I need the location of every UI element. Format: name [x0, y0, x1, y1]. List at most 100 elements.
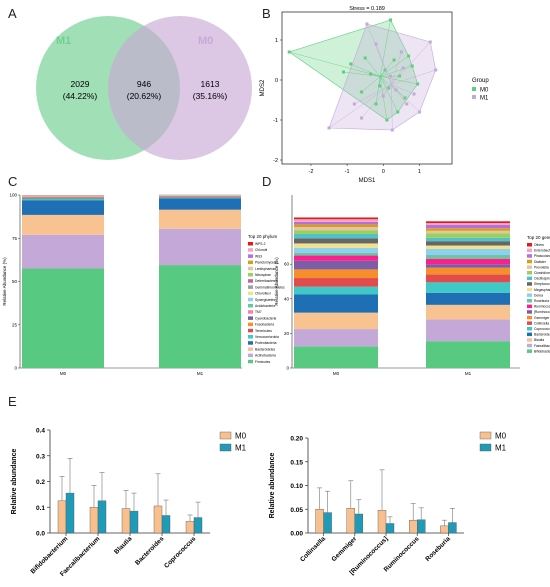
y-tick-label: -2	[273, 158, 278, 164]
stack-segment	[426, 259, 510, 265]
spider-line	[379, 19, 391, 77]
phylum-stacked-bar: Relative Abundance (%) 0 25 50 75 100 M0 M1 Top …	[2, 193, 285, 377]
venn-mid-count: 946	[137, 79, 151, 89]
legend-label: TM7	[255, 310, 262, 314]
legend-swatch	[248, 285, 253, 289]
stack-segment	[426, 230, 510, 234]
y-tick-label: 0	[14, 366, 17, 371]
legend-swatch	[527, 243, 532, 247]
y-tick-label: 60	[284, 262, 290, 267]
y-tick-label: 0.2	[36, 479, 45, 486]
legend-label: M1	[480, 96, 489, 102]
venn-right-pct: (35.16%)	[193, 91, 228, 101]
legend-label: Ruminococcus	[534, 305, 550, 309]
stack-segment	[426, 223, 510, 225]
legend-label: WS3	[255, 254, 262, 258]
x-tick-label: M1	[465, 371, 472, 376]
y-tick-label: 0.0	[36, 531, 45, 538]
legend-label: Bacteroides	[534, 333, 550, 337]
spider-line	[379, 76, 388, 121]
legend-label: Megasphaera	[534, 288, 550, 292]
legend-swatch	[248, 297, 253, 302]
legend-swatch	[248, 359, 253, 364]
y-tick-label: 0	[286, 366, 289, 371]
stack-segment	[294, 278, 378, 287]
data-point	[383, 68, 387, 72]
legend-label: Chloroflexi	[255, 292, 271, 296]
stack-segment	[159, 197, 241, 199]
y-tick-label: 0.00	[290, 531, 303, 538]
stack-segment	[159, 228, 241, 266]
stack-segment	[426, 248, 510, 256]
data-point	[327, 126, 331, 130]
chart-title: Stress = 0.189	[349, 6, 385, 12]
x-tick-label: Blautia	[113, 535, 134, 556]
data-point	[389, 18, 393, 22]
panel-label-a: A	[8, 6, 17, 21]
spider-line	[379, 59, 395, 77]
legend-swatch	[248, 242, 253, 246]
x-tick-label: M0	[60, 371, 67, 376]
legend-swatch	[527, 259, 532, 264]
data-point	[363, 56, 367, 60]
legend-swatch	[527, 315, 532, 320]
genus-bar-chart-right: Relative abundance 0.00 0.05 0.10 0.15 0.20 Co…	[269, 432, 507, 577]
data-point	[360, 116, 364, 120]
spider-line	[380, 76, 406, 99]
stack-segment	[426, 274, 510, 283]
bar	[323, 512, 332, 534]
legend-swatch	[248, 260, 253, 265]
spider-line	[354, 84, 392, 105]
legend-label: Synergistetes	[255, 298, 275, 302]
legend-swatch	[248, 304, 253, 308]
data-point	[428, 40, 432, 44]
legend-swatch	[527, 248, 532, 253]
bar	[315, 509, 324, 534]
legend-swatch	[248, 254, 253, 258]
y-tick-label: 0.20	[290, 436, 303, 443]
spider-line	[391, 84, 393, 131]
stack-segment	[426, 267, 510, 275]
bar	[354, 513, 363, 534]
y-tick-label: 100	[9, 193, 17, 198]
y-axis-label: Relative abundance	[11, 449, 18, 515]
data-point	[398, 74, 402, 78]
legend-label: Blautia	[534, 338, 544, 342]
y-axis-label: Relative Abundance (%)	[274, 257, 279, 306]
legend-label: Dialister	[534, 260, 547, 264]
legend-swatch	[527, 282, 532, 286]
legend-label: Firmicutes	[255, 360, 271, 364]
bar	[153, 505, 163, 534]
spider-line	[383, 84, 392, 97]
legend-swatch	[527, 343, 532, 348]
legend-swatch	[479, 443, 492, 452]
legend-swatch	[527, 338, 532, 342]
stack-segment	[426, 255, 510, 260]
stack-segment	[22, 197, 104, 199]
stack-segment	[426, 264, 510, 268]
data-point	[385, 118, 389, 122]
stack-segment	[294, 312, 378, 330]
bar	[346, 508, 355, 534]
stack-segment	[159, 209, 241, 229]
data-point	[349, 62, 353, 66]
bar	[448, 522, 457, 534]
data-point	[405, 102, 409, 106]
y-tick-label: 0.15	[290, 459, 303, 466]
legend-swatch	[248, 310, 253, 314]
stack-segment	[22, 234, 104, 269]
legend-swatch	[248, 279, 253, 283]
data-point	[392, 58, 396, 62]
legend-label: Proteobacteria	[255, 341, 277, 345]
stack-segment	[426, 304, 510, 320]
legend-label: Clostridium	[534, 271, 550, 275]
stack-segment	[294, 286, 378, 295]
stack-segment	[22, 198, 104, 201]
data-point	[394, 88, 398, 92]
stack-segment	[426, 228, 510, 231]
stack-segment	[294, 230, 378, 234]
legend-swatch	[527, 332, 532, 337]
legend-label: Actinobacteria	[255, 354, 276, 358]
data-point	[390, 128, 394, 132]
stack-segment	[294, 247, 378, 253]
